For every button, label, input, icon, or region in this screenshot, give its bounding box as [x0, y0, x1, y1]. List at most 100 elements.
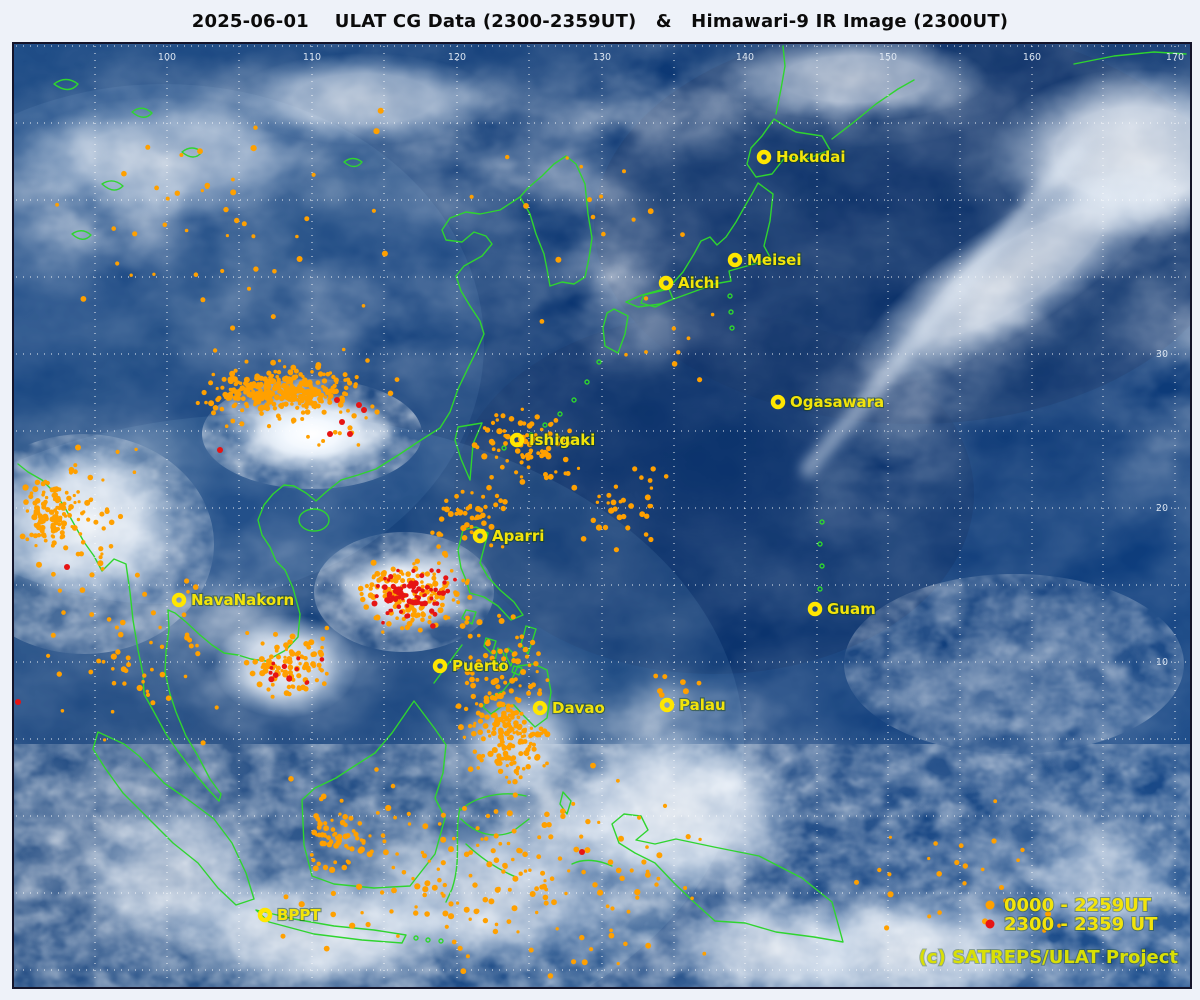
cg-dot — [239, 421, 245, 427]
cg-dot — [66, 495, 72, 501]
cg-dot — [442, 580, 447, 585]
cg-dot — [537, 835, 542, 840]
cg-dot — [511, 905, 518, 912]
cg-dot — [519, 460, 524, 465]
cg-dot — [632, 466, 638, 472]
cg-dot — [43, 516, 49, 522]
cg-dot — [696, 680, 702, 686]
cg-dot — [283, 390, 288, 395]
cg-dot — [602, 524, 609, 531]
cg-dot — [145, 692, 151, 698]
station-marker-icon — [756, 149, 772, 165]
cg-dot — [367, 592, 374, 599]
station-ogasawara: Ogasawara — [770, 392, 885, 412]
cg-dot — [411, 607, 416, 611]
cg-dot — [263, 392, 269, 397]
cg-dot — [662, 803, 668, 809]
cg-dot — [333, 860, 338, 865]
cg-dot — [429, 608, 435, 614]
cg-dot — [493, 857, 500, 863]
cg-dot — [455, 665, 460, 670]
cg-dot — [101, 526, 106, 531]
cg-dot — [270, 359, 276, 366]
cg-dot — [492, 928, 499, 935]
cg-dot — [606, 492, 612, 498]
cg-dot — [283, 669, 288, 675]
cg-dot — [290, 684, 295, 689]
cg-dot — [103, 738, 107, 742]
cg-dot — [439, 594, 445, 601]
cg-dot — [516, 930, 520, 934]
cg-dot — [662, 674, 668, 680]
cg-dot — [546, 822, 552, 828]
cg-dot — [370, 404, 375, 409]
coast-small-islands — [413, 293, 825, 944]
cg-dot — [545, 761, 549, 766]
cg-dot — [671, 361, 678, 367]
cg-dot — [544, 811, 550, 818]
cg-dot — [453, 590, 458, 595]
cg-dot — [483, 698, 490, 705]
cg-dot — [393, 578, 399, 584]
cg-dot — [62, 501, 67, 506]
cg-dot — [608, 507, 615, 514]
cg-dot — [502, 499, 508, 505]
coast-panay — [483, 637, 497, 655]
cg-dot — [76, 490, 80, 494]
cg-dot — [512, 731, 516, 735]
cg-dot — [595, 500, 600, 504]
cg-dot — [502, 862, 508, 869]
cg-dot — [291, 677, 296, 682]
cg-dot — [184, 228, 189, 233]
cg-dot — [993, 799, 998, 804]
cg-dot — [212, 348, 218, 353]
cg-dot — [311, 172, 316, 177]
cg-dot — [547, 473, 554, 480]
cg-dot — [375, 584, 380, 588]
cg-dot — [374, 409, 380, 415]
cg-dot — [508, 708, 513, 713]
page-title: 2025-06-01 ULAT CG Data (2300-2359UT) & … — [191, 10, 1009, 32]
cg-dot — [286, 385, 290, 389]
cg-dot — [32, 486, 39, 493]
cg-dot — [535, 910, 539, 915]
cg-dot — [464, 680, 470, 686]
coast-china-indochina — [17, 196, 521, 802]
cg-dot — [243, 381, 248, 386]
cg-dot — [378, 576, 384, 582]
cg-dot — [518, 871, 523, 876]
cg-dot — [496, 666, 502, 672]
cg-dot — [270, 314, 276, 320]
cg-dot — [424, 880, 431, 887]
cg-dot — [365, 921, 371, 928]
cg-dot — [370, 559, 377, 566]
cg-dot — [505, 154, 510, 160]
cg-dot — [110, 709, 115, 714]
cg-dot — [440, 860, 446, 866]
cg-dot — [517, 642, 523, 648]
cg-dot — [308, 400, 315, 406]
station-marker-icon — [472, 528, 488, 544]
cg-dot — [469, 676, 475, 683]
cg-dot — [360, 596, 366, 603]
cg-dot — [485, 640, 491, 647]
cg-dot — [610, 499, 617, 506]
cg-dot — [531, 682, 536, 688]
cg-dot — [561, 438, 566, 442]
cg-dot — [344, 392, 349, 397]
cg-dot — [618, 835, 624, 842]
cg-dot — [477, 718, 484, 724]
cg-dot — [556, 435, 560, 439]
cg-dot — [501, 715, 506, 720]
cg-dot — [436, 590, 442, 596]
cg-dot — [527, 744, 532, 749]
cg-dot — [121, 170, 127, 177]
cg-dot — [465, 954, 470, 959]
satellite-map: 100 110 120 130 140 150 160 170 30 20 10 Hokudai Me… — [14, 44, 1190, 987]
cg-dot — [645, 872, 651, 878]
cg-dot — [111, 667, 115, 671]
cg-dot — [498, 841, 503, 846]
cg-dot — [29, 532, 34, 538]
cg-dot — [134, 572, 140, 578]
cg-dot — [534, 886, 539, 892]
